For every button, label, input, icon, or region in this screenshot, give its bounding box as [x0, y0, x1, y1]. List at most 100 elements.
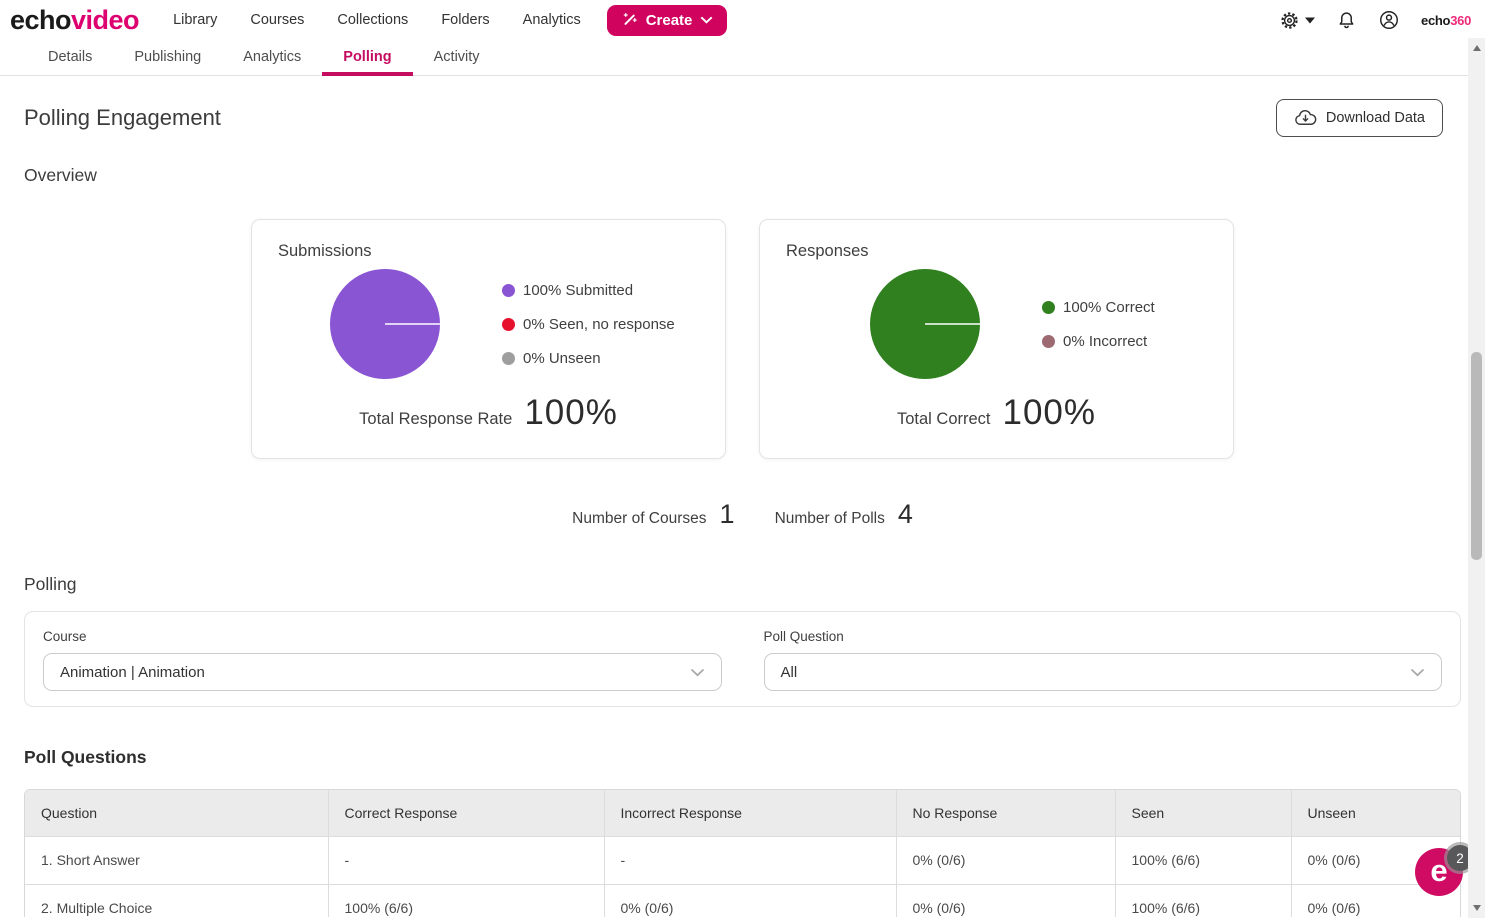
legend-label-submitted: 100% Submitted — [523, 281, 634, 299]
legend-label-incorrect: 0% Incorrect — [1063, 332, 1148, 350]
page-title: Polling Engagement — [24, 105, 221, 130]
polling-heading: Polling — [24, 574, 77, 594]
col-incorrect-response: Incorrect Response — [603, 790, 896, 836]
total-correct-label: Total Correct — [896, 410, 991, 428]
tab-publishing[interactable]: Publishing — [134, 49, 202, 65]
nav-item-analytics[interactable]: Analytics — [522, 12, 581, 28]
col-seen: Seen — [1114, 790, 1291, 836]
col-no-response: No Response — [895, 790, 1115, 836]
scrollbar-up-arrow-icon[interactable] — [1472, 45, 1481, 51]
cell-no-response: 0% (0/6) — [895, 835, 1115, 884]
number-of-courses-label: Number of Courses — [572, 510, 707, 527]
settings-caret-down-icon — [1305, 17, 1316, 24]
number-of-polls-stat: Number of Polls 4 — [775, 499, 913, 530]
poll-question-select-value: All — [780, 663, 798, 681]
echo-e-logo: e — [1430, 852, 1448, 888]
cell-question: 2. Multiple Choice — [25, 883, 328, 917]
number-of-courses-stat: Number of Courses 1 — [572, 499, 734, 530]
course-filter-group: Course Animation | Animation — [43, 629, 722, 691]
account-button[interactable] — [1378, 9, 1400, 31]
nav-item-collections[interactable]: Collections — [337, 12, 409, 28]
chevron-down-icon — [690, 668, 705, 677]
poll-questions-heading: Poll Questions — [24, 747, 147, 767]
legend-dot-incorrect — [1042, 334, 1055, 348]
nav-item-library[interactable]: Library — [173, 12, 218, 28]
create-button[interactable]: Create — [606, 4, 728, 36]
top-nav: echovideo Library Courses Collections Fo… — [0, 0, 1485, 40]
responses-chart-area: 100% Correct 0% Incorrect — [786, 269, 1207, 379]
tab-polling[interactable]: Polling — [322, 40, 413, 76]
course-filter-label: Course — [43, 629, 87, 644]
pie-divider-line — [385, 323, 440, 325]
chevron-down-icon — [1410, 668, 1425, 677]
legend-dot-submitted — [502, 283, 515, 297]
cell-seen: 100% (6/6) — [1114, 835, 1291, 884]
nav-item-folders[interactable]: Folders — [441, 12, 490, 28]
cloud-download-icon — [1294, 109, 1317, 127]
legend-label-correct: 100% Correct — [1063, 298, 1155, 316]
number-of-polls-value: 4 — [897, 499, 913, 529]
nav-item-courses[interactable]: Courses — [250, 12, 305, 28]
legend-item-seen-no-response: 0% Seen, no response — [502, 316, 675, 333]
cell-correct: - — [327, 835, 604, 884]
primary-nav: Library Courses Collections Folders Anal… — [173, 12, 581, 28]
responses-card: Responses 100% Correct 0% Incorrect — [759, 219, 1234, 459]
scrollbar-thumb[interactable] — [1471, 352, 1482, 560]
top-right-icons: echo360 — [1279, 9, 1471, 31]
legend-item-unseen: 0% Unseen — [502, 350, 675, 367]
submissions-chart-area: 100% Submitted 0% Seen, no response 0% U… — [278, 269, 699, 379]
col-correct-response: Correct Response — [327, 790, 604, 836]
download-data-button[interactable]: Download Data — [1275, 99, 1443, 137]
responses-card-title: Responses — [786, 242, 869, 260]
total-response-rate-value: 100% — [524, 393, 618, 432]
scrollbar-down-arrow-icon[interactable] — [1472, 905, 1481, 911]
submissions-summary: Total Response Rate 100% — [278, 393, 699, 433]
pie-divider-line — [925, 323, 980, 325]
col-question: Question — [25, 790, 328, 836]
page-header: Polling Engagement Download Data — [0, 76, 1485, 137]
table-row: 1. Short Answer - - 0% (0/6) 100% (6/6) … — [25, 835, 1460, 884]
media-tab-bar: Details Publishing Analytics Polling Act… — [0, 40, 1485, 76]
course-select[interactable]: Animation | Animation — [43, 653, 722, 691]
magic-wand-icon — [621, 12, 638, 29]
settings-menu-button[interactable] — [1279, 10, 1316, 31]
col-unseen: Unseen — [1290, 790, 1460, 836]
responses-legend: 100% Correct 0% Incorrect — [1042, 299, 1155, 350]
cell-seen: 100% (6/6) — [1114, 883, 1291, 917]
tab-details[interactable]: Details — [48, 49, 93, 65]
cell-incorrect: 0% (0/6) — [603, 883, 896, 917]
cell-question: 1. Short Answer — [25, 835, 328, 884]
legend-label-unseen: 0% Unseen — [523, 349, 601, 367]
polling-content: Polling Engagement Download Data Overvie… — [0, 76, 1485, 917]
table-row: 2. Multiple Choice 100% (6/6) 0% (0/6) 0… — [25, 883, 1460, 917]
poll-question-select[interactable]: All — [763, 653, 1442, 691]
responses-summary: Total Correct 100% — [786, 393, 1207, 433]
cell-no-response: 0% (0/6) — [895, 883, 1115, 917]
chat-launcher-button[interactable]: e — [1415, 848, 1463, 896]
legend-dot-unseen — [502, 351, 515, 365]
poll-question-filter-label: Poll Question — [763, 629, 844, 644]
responses-pie-chart — [870, 269, 980, 379]
poll-questions-table: Question Correct Response Incorrect Resp… — [24, 789, 1461, 917]
cell-incorrect: - — [603, 835, 896, 884]
tab-activity[interactable]: Activity — [433, 49, 480, 65]
legend-label-seen-no-response: 0% Seen, no response — [523, 315, 675, 333]
stats-row: Number of Courses 1 Number of Polls 4 — [0, 499, 1485, 530]
logo-video-text: video — [71, 5, 140, 35]
cell-unseen: 0% (0/6) — [1290, 883, 1460, 917]
table-header-row: Question Correct Response Incorrect Resp… — [25, 790, 1460, 836]
submissions-legend: 100% Submitted 0% Seen, no response 0% U… — [502, 282, 675, 367]
submissions-card: Submissions 100% Submitted 0% Seen, no r… — [251, 219, 726, 459]
vertical-scrollbar[interactable] — [1468, 38, 1485, 918]
tab-analytics[interactable]: Analytics — [243, 49, 302, 65]
total-response-rate-label: Total Response Rate — [359, 410, 513, 428]
logo-echo-text: echo — [10, 5, 72, 35]
cell-correct: 100% (6/6) — [327, 883, 604, 917]
legend-item-correct: 100% Correct — [1042, 299, 1155, 316]
echo360-echo-text: echo — [1421, 12, 1451, 28]
echo360-360-text: 360 — [1450, 12, 1471, 28]
create-chevron-down-icon — [700, 16, 713, 24]
echovideo-logo[interactable]: echovideo — [10, 0, 140, 40]
number-of-polls-label: Number of Polls — [774, 510, 885, 527]
notifications-button[interactable] — [1336, 10, 1357, 31]
